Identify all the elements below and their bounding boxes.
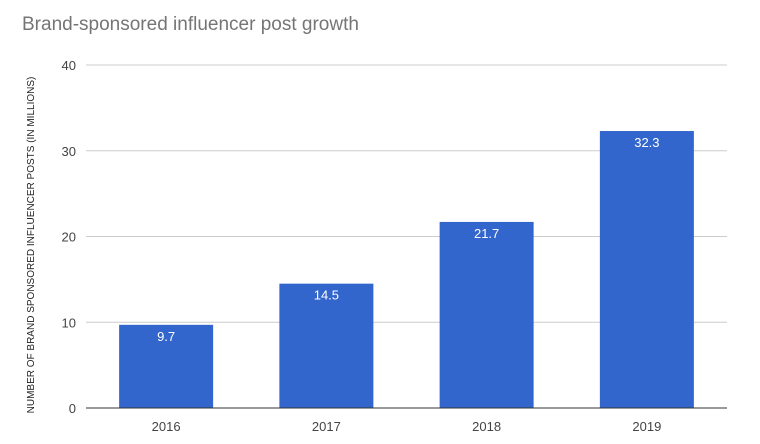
data-label: 32.3	[634, 135, 659, 150]
chart-title: Brand-sponsored influencer post growth	[22, 14, 359, 35]
y-tick-label: 30	[62, 144, 76, 159]
x-tick-label: 2019	[632, 419, 661, 434]
bar-2016	[119, 324, 214, 408]
x-axis-ticks: 2016 2017 2018 2019	[152, 419, 662, 434]
data-label: 14.5	[314, 288, 339, 303]
y-tick-label: 40	[62, 58, 76, 73]
x-tick-label: 2017	[312, 419, 341, 434]
bar-2019	[599, 131, 694, 408]
y-tick-label: 10	[62, 315, 76, 330]
x-tick-label: 2018	[472, 419, 501, 434]
y-tick-label: 0	[69, 401, 76, 416]
bars: 9.7 14.5 21.7 32.3	[119, 131, 694, 408]
data-label: 9.7	[157, 329, 175, 344]
x-tick-label: 2016	[152, 419, 181, 434]
y-axis-ticks: 0 10 20 30 40	[62, 58, 76, 416]
y-axis-label: NUMBER OF BRAND SPONSORED INFLUENCER POS…	[26, 77, 37, 414]
bar-2018	[439, 221, 534, 408]
data-label: 21.7	[474, 226, 499, 241]
y-tick-label: 20	[62, 230, 76, 245]
bar-2017	[279, 283, 374, 408]
